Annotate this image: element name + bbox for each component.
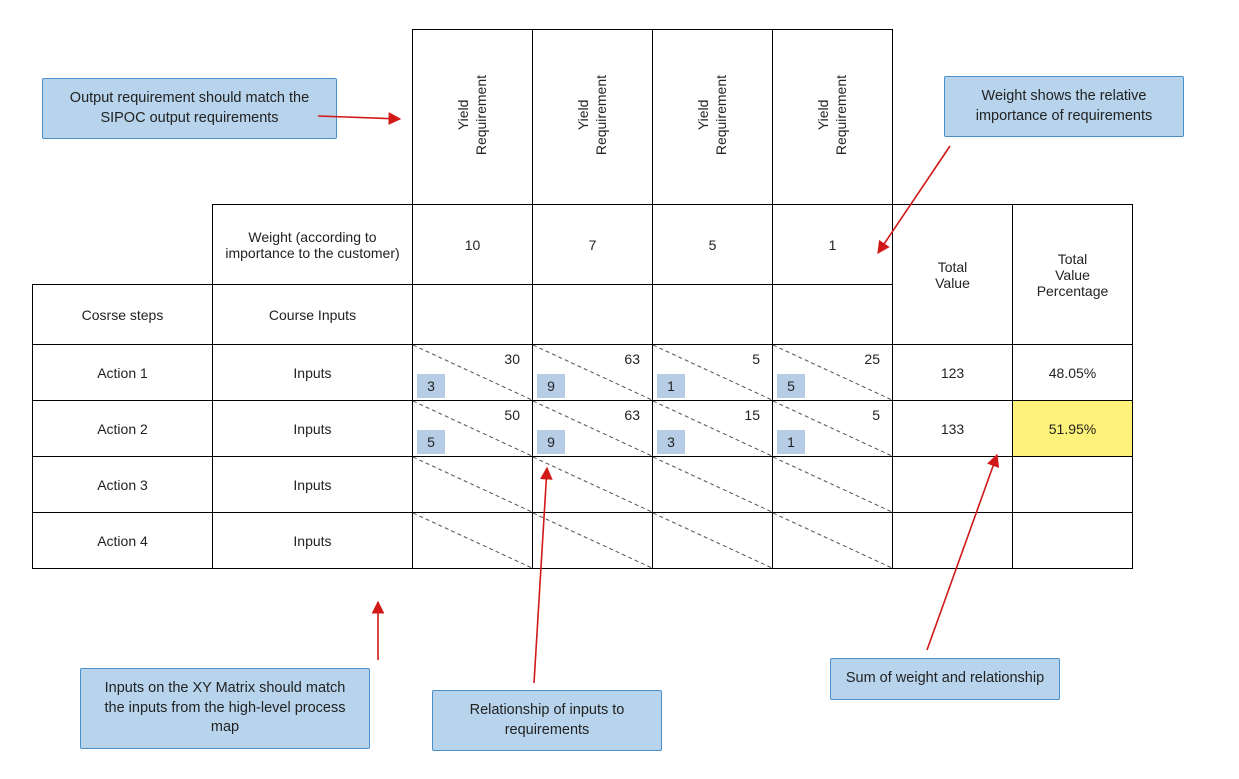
score-box: 3 <box>417 374 445 398</box>
score-box: 9 <box>537 374 565 398</box>
total-pct-cell <box>1013 513 1133 569</box>
weight-4: 1 <box>773 205 893 285</box>
total-value-cell <box>893 513 1013 569</box>
yield-header-4: Yield Requirement <box>773 30 893 205</box>
total-value-header: Total Value <box>893 205 1013 345</box>
score-box: 5 <box>777 374 805 398</box>
weight-2: 7 <box>533 205 653 285</box>
total-pct-cell <box>1013 457 1133 513</box>
yield-header-3: Yield Requirement <box>653 30 773 205</box>
product-value: 50 <box>504 407 520 423</box>
total-pct-cell: 48.05% <box>1013 345 1133 401</box>
score-cell: 25 5 <box>773 345 893 401</box>
score-cell: 63 9 <box>533 401 653 457</box>
score-cell <box>653 457 773 513</box>
total-pct-cell: 51.95% <box>1013 401 1133 457</box>
steps-header: Cosrse steps <box>33 285 213 345</box>
total-value-cell: 123 <box>893 345 1013 401</box>
callout-sum-weight: Sum of weight and relationship <box>830 658 1060 700</box>
table-row: Action 4 Inputs <box>33 513 1133 569</box>
step-cell: Action 2 <box>33 401 213 457</box>
callout-weight-importance: Weight shows the relative importance of … <box>944 76 1184 137</box>
product-value: 15 <box>744 407 760 423</box>
score-box: 1 <box>777 430 805 454</box>
product-value: 5 <box>752 351 760 367</box>
yield-header-1: Yield Requirement <box>413 30 533 205</box>
product-value: 5 <box>872 407 880 423</box>
score-cell <box>773 513 893 569</box>
score-box: 3 <box>657 430 685 454</box>
callout-output-requirement: Output requirement should match the SIPO… <box>42 78 337 139</box>
total-value-cell <box>893 457 1013 513</box>
score-cell <box>653 513 773 569</box>
product-value: 63 <box>624 407 640 423</box>
table-row: Action 3 Inputs <box>33 457 1133 513</box>
score-cell <box>533 457 653 513</box>
score-cell: 51 <box>653 345 773 401</box>
score-cell <box>533 513 653 569</box>
input-cell: Inputs <box>213 457 413 513</box>
total-pct-header: Total Value Percentage <box>1013 205 1133 345</box>
score-cell: 50 5 <box>413 401 533 457</box>
score-cell <box>413 457 533 513</box>
product-value: 63 <box>624 351 640 367</box>
step-cell: Action 4 <box>33 513 213 569</box>
step-cell: Action 3 <box>33 457 213 513</box>
score-box: 9 <box>537 430 565 454</box>
input-cell: Inputs <box>213 513 413 569</box>
total-value-cell: 133 <box>893 401 1013 457</box>
table-row: Action 1 Inputs 303 639 51 255 123 48.05… <box>33 345 1133 401</box>
score-cell <box>773 457 893 513</box>
input-cell: Inputs <box>213 345 413 401</box>
product-value: 25 <box>864 351 880 367</box>
inputs-header: Course Inputs <box>213 285 413 345</box>
weight-label-cell: Weight (according to importance to the c… <box>213 205 413 285</box>
callout-inputs-match: Inputs on the XY Matrix should match the… <box>80 668 370 749</box>
table-row: Action 2 Inputs 505 639 153 51 133 51.95… <box>33 401 1133 457</box>
callout-relationship: Relationship of inputs to requirements <box>432 690 662 751</box>
score-cell: 15 3 <box>653 401 773 457</box>
step-cell: Action 1 <box>33 345 213 401</box>
score-box: 1 <box>657 374 685 398</box>
row-weights: Weight (according to importance to the c… <box>33 205 1133 285</box>
score-cell: 63 9 <box>533 345 653 401</box>
weight-1: 10 <box>413 205 533 285</box>
product-value: 30 <box>504 351 520 367</box>
yield-header-2: Yield Requirement <box>533 30 653 205</box>
score-cell <box>413 513 533 569</box>
weight-3: 5 <box>653 205 773 285</box>
input-cell: Inputs <box>213 401 413 457</box>
score-cell: 30 3 <box>413 345 533 401</box>
score-box: 5 <box>417 430 445 454</box>
score-cell: 51 <box>773 401 893 457</box>
